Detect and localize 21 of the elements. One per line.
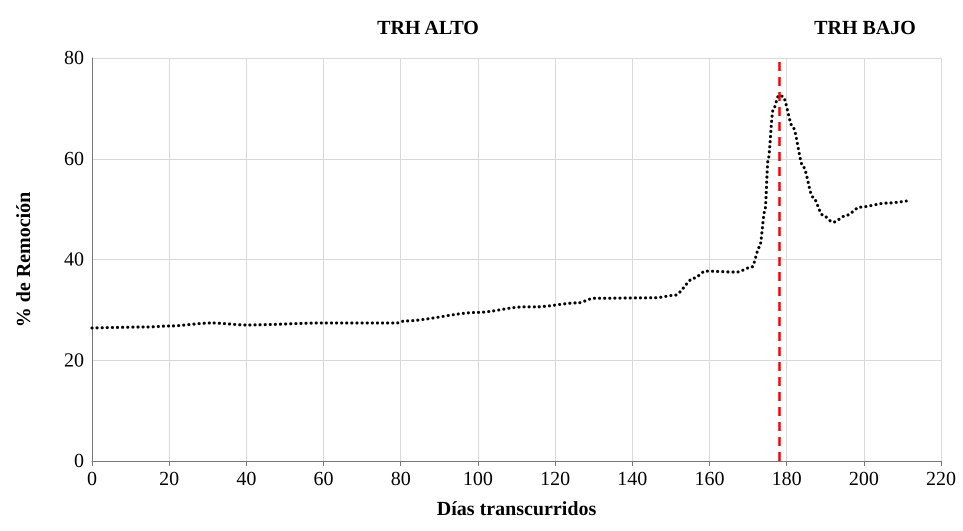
x-tick-label: 60 — [314, 468, 334, 490]
x-tick-label: 100 — [462, 468, 493, 490]
x-tick-label: 140 — [617, 468, 648, 490]
x-tick-label: 80 — [390, 468, 411, 490]
y-tick-label: 40 — [64, 248, 84, 270]
y-tick-label: 60 — [64, 148, 84, 170]
x-tick-label: 220 — [926, 468, 956, 490]
x-tick-label: 20 — [159, 468, 180, 490]
y-axis-title: % de Remoción — [13, 192, 35, 328]
x-axis-title: Días transcurridos — [436, 498, 596, 520]
y-tick-label: 20 — [64, 349, 84, 372]
text: TRH BAJO — [814, 17, 916, 39]
line-series — [90, 94, 908, 330]
y-tick-label: 0 — [74, 450, 84, 472]
x-tick-label: 40 — [236, 468, 256, 490]
y-tick-label: 80 — [64, 47, 84, 69]
x-tick-label: 120 — [540, 468, 570, 490]
x-tick-label: 180 — [772, 468, 802, 490]
x-tick-label: 160 — [694, 468, 724, 490]
text: TRH ALTO — [377, 17, 479, 39]
x-tick-label: 200 — [848, 468, 879, 490]
